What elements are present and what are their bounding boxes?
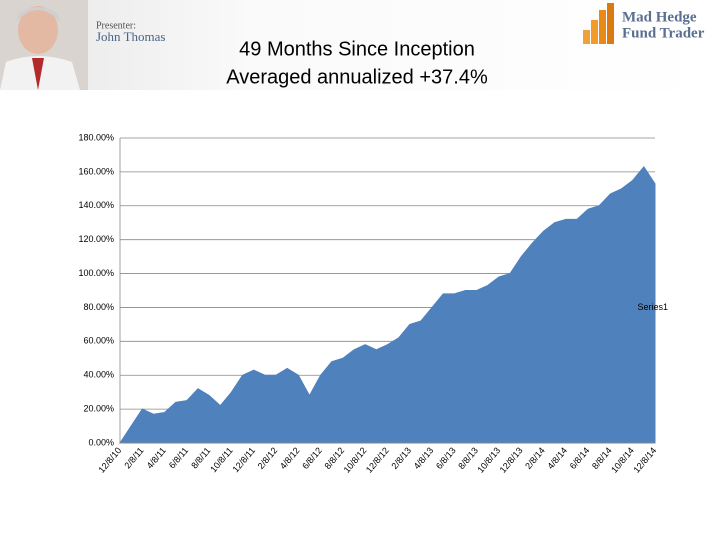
y-tick-label: 20.00% bbox=[83, 403, 114, 413]
x-tick-label: 6/8/12 bbox=[300, 445, 324, 471]
y-tick-label: 160.00% bbox=[78, 166, 114, 176]
chart-subtitle: Averaged annualized +37.4% bbox=[226, 66, 488, 88]
x-tick-label: 2/8/11 bbox=[122, 445, 145, 470]
x-tick-label: 12/8/13 bbox=[498, 445, 525, 474]
presenter-photo bbox=[0, 0, 88, 90]
y-tick-label: 60.00% bbox=[83, 336, 114, 346]
x-tick-label: 4/8/13 bbox=[412, 445, 436, 471]
x-tick-label: 10/8/14 bbox=[609, 445, 636, 474]
logo-text: Mad Hedge bbox=[622, 9, 697, 25]
x-tick-label: 12/8/11 bbox=[231, 445, 258, 474]
y-tick-label: 120.00% bbox=[78, 234, 114, 244]
x-tick-label: 12/8/12 bbox=[364, 445, 391, 474]
legend-entry: Series1 bbox=[637, 302, 668, 312]
x-tick-label: 10/8/11 bbox=[208, 445, 235, 474]
logo-text: Fund Trader bbox=[622, 25, 705, 41]
x-tick-label: 12/8/10 bbox=[96, 445, 123, 474]
x-tick-label: 2/8/12 bbox=[256, 445, 280, 471]
x-tick-label: 6/8/13 bbox=[434, 445, 458, 471]
x-tick-label: 6/8/14 bbox=[568, 445, 592, 471]
y-tick-label: 80.00% bbox=[83, 302, 114, 312]
chart-title: 49 Months Since Inception bbox=[239, 38, 475, 60]
x-tick-label: 10/8/12 bbox=[342, 445, 369, 474]
x-tick-label: 4/8/12 bbox=[278, 445, 302, 471]
x-tick-label: 4/8/11 bbox=[145, 445, 168, 470]
logo-icon bbox=[583, 3, 614, 44]
y-tick-label: 40.00% bbox=[83, 370, 114, 380]
y-tick-label: 180.00% bbox=[78, 132, 114, 142]
x-tick-label: 12/8/14 bbox=[631, 445, 658, 474]
presenter-name: John Thomas bbox=[96, 29, 165, 44]
x-tick-label: 2/8/13 bbox=[389, 445, 413, 471]
area bbox=[119, 165, 656, 444]
y-tick-label: 140.00% bbox=[78, 200, 114, 210]
x-tick-label: 10/8/13 bbox=[475, 445, 502, 474]
presenter-label: Presenter: bbox=[96, 20, 136, 31]
x-tick-label: 6/8/11 bbox=[167, 445, 190, 470]
x-tick-label: 4/8/14 bbox=[545, 445, 569, 471]
y-tick-label: 100.00% bbox=[78, 268, 114, 278]
y-tick-label: 0.00% bbox=[88, 437, 114, 447]
x-tick-label: 2/8/14 bbox=[523, 445, 547, 471]
